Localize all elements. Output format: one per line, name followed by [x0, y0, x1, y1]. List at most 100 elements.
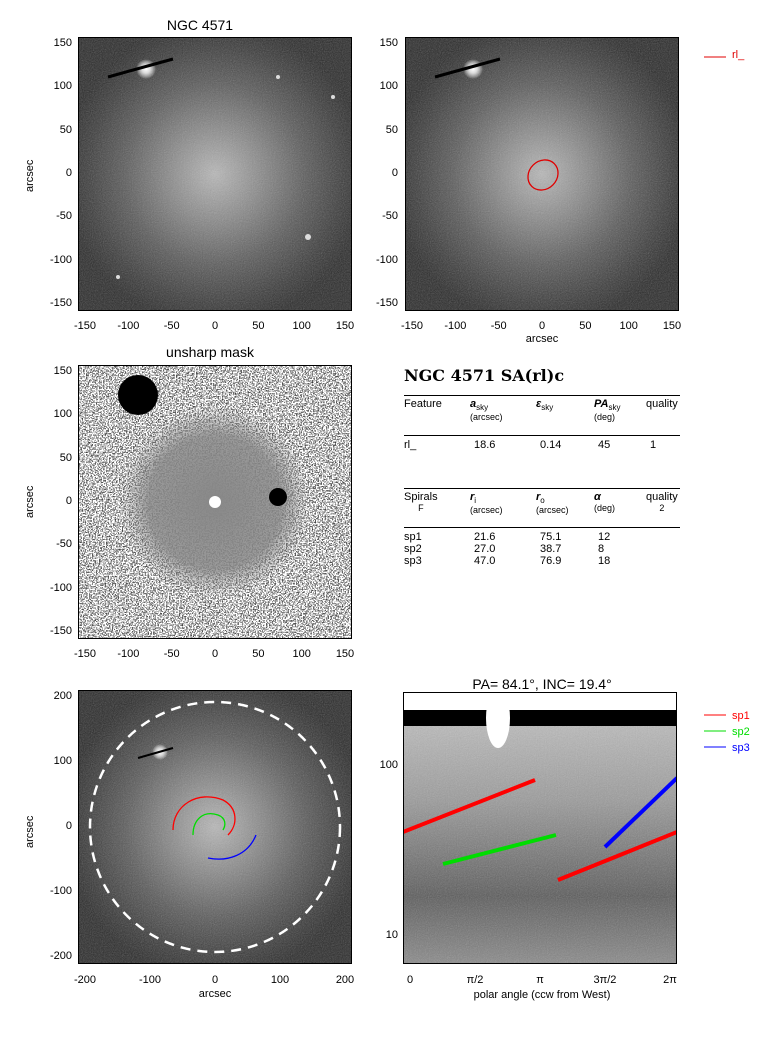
table-cell: 27.0 [474, 543, 496, 555]
y-tick-label: 100 [379, 80, 398, 93]
x-tick-label: π/2 [466, 974, 484, 986]
y-tick-label: -200 [49, 950, 72, 962]
legend-label: sp2 [732, 726, 750, 738]
y-tick-label: -150 [49, 625, 72, 637]
y-tick-label: 200 [53, 690, 72, 702]
y-tick-label: -50 [56, 210, 72, 223]
x-tick-label: -150 [73, 320, 97, 332]
ellipse-yticks: 150 100 50 0 -50 -100 -150 [356, 37, 400, 311]
rl-ellipse [527, 159, 559, 191]
image-yticks: 150 100 50 0 -50 -100 -150 [30, 37, 74, 311]
dashed-circle [88, 700, 342, 954]
table-cell: 45 [598, 439, 611, 451]
x-tick-label: 50 [579, 320, 592, 332]
x-tick-label: 0 [211, 648, 219, 660]
y-tick-label: 0 [391, 167, 398, 179]
y-tick-label: -100 [49, 885, 72, 897]
table-cell: sp1 [404, 531, 422, 543]
spiral-table: Spirals F ri (arcsec) ro (arcsec) α (deg) qualit… [404, 488, 680, 588]
x-tick-label: 100 [619, 320, 638, 332]
y-tick-label: 100 [53, 408, 72, 421]
legend-entry-sp1: sp1 [704, 706, 750, 724]
y-tick-label: -50 [56, 538, 72, 551]
x-tick-label: -100 [138, 974, 162, 986]
x-tick-label: 150 [335, 320, 355, 332]
column-header: Feature [404, 398, 442, 410]
y-tick-label: 150 [379, 37, 398, 49]
ellipse-xlabel: arcsec [525, 333, 559, 345]
y-tick-label: 10 [385, 929, 398, 942]
legend-entry-sp3: sp3 [704, 738, 750, 756]
feature-table: Feature asky (arcsec) εsky PAsky (deg) quality… [404, 395, 680, 465]
table-cell: 12 [598, 531, 611, 543]
image-title: NGC 4571 [166, 17, 234, 33]
column-header: quality 2 [646, 491, 678, 513]
y-tick-label: 100 [379, 759, 398, 772]
unsharp-xticks: -150 -100 -50 0 50 100 150 [74, 648, 354, 662]
table-cell: 47.0 [474, 555, 496, 567]
ellipse-legend-label: rl_ [732, 49, 745, 61]
x-tick-label: 100 [270, 974, 290, 986]
y-tick-label: -50 [382, 210, 398, 223]
image-panel [78, 37, 352, 311]
x-tick-label: 200 [335, 974, 355, 986]
x-tick-label: -100 [117, 320, 140, 332]
polar-yticks: 100 10 [356, 692, 400, 964]
spirals-yticks: 200 100 0 -100 -200 [30, 690, 74, 964]
x-tick-label: π [536, 974, 544, 986]
unsharp-title: unsharp mask [166, 344, 254, 360]
legend-entry-sp2: sp2 [704, 722, 750, 740]
ellipse-legend-line [704, 56, 726, 58]
table-cell: 0.14 [540, 439, 562, 451]
x-tick-label: 3π/2 [593, 974, 617, 986]
y-tick-label: 150 [53, 37, 72, 49]
polar-sp1-segment-b [557, 830, 677, 882]
column-header: ri (arcsec) [470, 491, 503, 516]
image-xticks: -150 -100 -50 0 50 100 150 [74, 320, 354, 334]
x-tick-label: 100 [292, 320, 311, 332]
table-heading: NGC 4571 SA(rl)c [404, 366, 565, 385]
y-tick-label: -150 [375, 297, 398, 309]
x-tick-label: 150 [662, 320, 682, 332]
y-tick-label: 100 [53, 755, 72, 767]
x-tick-label: -50 [163, 648, 180, 660]
table-cell: 76.9 [540, 555, 562, 567]
y-tick-label: -100 [49, 581, 72, 594]
table-cell: 21.6 [474, 531, 496, 543]
y-tick-label: 100 [53, 80, 72, 93]
column-header: ro (arcsec) [536, 491, 569, 516]
x-tick-label: 50 [252, 648, 265, 660]
x-tick-label: 0 [406, 974, 414, 986]
polar-sp1-segment-a [403, 778, 536, 834]
x-tick-label: 2π [663, 974, 677, 986]
y-tick-label: 50 [385, 123, 398, 136]
spirals-xticks: -200 -100 0 100 200 [74, 974, 354, 988]
unsharp-panel [78, 365, 352, 639]
spiral-sp2-overlay [192, 813, 226, 836]
y-tick-label: 0 [65, 495, 72, 507]
ellipse-panel [405, 37, 679, 311]
column-header: PAsky (deg) [594, 398, 621, 423]
x-tick-label: 50 [252, 320, 265, 332]
x-tick-label: -200 [73, 974, 97, 986]
polar-legend: sp1 sp2 sp3 [704, 706, 774, 756]
column-header: quality [646, 398, 678, 410]
x-tick-label: -100 [117, 648, 140, 660]
table-cell: sp3 [404, 555, 422, 567]
table-cell: 75.1 [540, 531, 562, 543]
x-tick-label: -100 [444, 320, 467, 332]
table-cell: sp2 [404, 543, 422, 555]
table-cell: rl_ [404, 439, 417, 451]
legend-label: sp1 [732, 710, 750, 722]
star-spike [107, 57, 174, 79]
x-tick-label: -50 [163, 320, 180, 332]
table-cell: 1 [650, 439, 657, 451]
y-tick-label: 150 [53, 365, 72, 377]
spirals-xlabel: arcsec [198, 988, 232, 1000]
column-header: asky (arcsec) [470, 398, 503, 423]
spirals-panel [78, 690, 352, 964]
spiral-sp1-overlay [172, 796, 236, 836]
unsharp-yticks: 150 100 50 0 -50 -100 -150 [30, 365, 74, 639]
column-header: α (deg) [594, 491, 616, 513]
y-tick-label: -150 [49, 297, 72, 309]
